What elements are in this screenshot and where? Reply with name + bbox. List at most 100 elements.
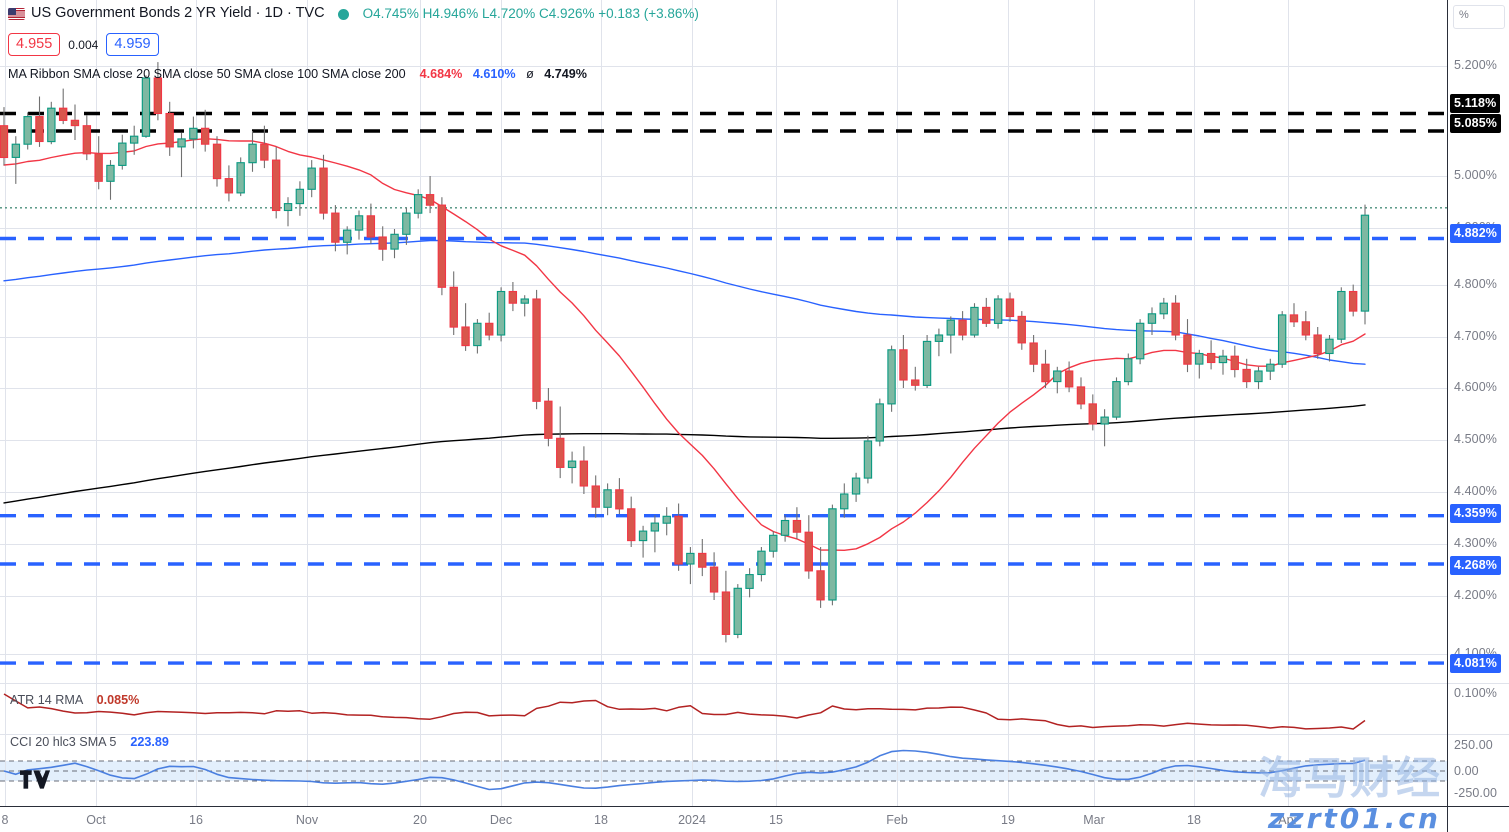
candlestick — [165, 101, 174, 156]
candlestick — [970, 303, 979, 338]
candlestick — [757, 547, 766, 582]
cci-indicator-pane[interactable] — [0, 734, 1447, 806]
candlestick — [745, 568, 754, 598]
cci-chart-svg — [0, 735, 1447, 806]
candlestick — [1029, 335, 1038, 373]
candlestick — [603, 483, 612, 516]
candlestick — [342, 226, 352, 255]
candlestick — [35, 96, 44, 147]
price-axis-tick: 5.200% — [1454, 58, 1497, 72]
time-axis-tick: 16 — [189, 813, 203, 827]
price-axis-tick: 4.400% — [1454, 484, 1497, 498]
candlestick — [1289, 303, 1299, 327]
main-price-pane[interactable] — [0, 0, 1447, 683]
price-axis-tick: 4.300% — [1454, 536, 1497, 550]
price-axis-level-badge[interactable]: 4.359% — [1450, 504, 1501, 523]
candlestick — [875, 398, 884, 447]
candlestick — [698, 539, 707, 577]
candlestick — [1183, 319, 1192, 373]
time-axis-tick: Apr — [1278, 813, 1298, 827]
candlestick — [473, 319, 482, 354]
tradingview-logo-icon[interactable] — [20, 770, 50, 794]
price-axis-level-badge[interactable]: 4.081% — [1450, 654, 1501, 673]
candlestick — [1100, 409, 1109, 447]
candlestick — [686, 547, 695, 585]
candlestick — [425, 176, 435, 214]
candlestick — [721, 570, 731, 643]
candlestick — [260, 125, 269, 169]
candlestick — [674, 503, 683, 571]
moving-average-line — [3, 239, 1366, 365]
candlestick — [769, 531, 778, 558]
candlestick — [1195, 349, 1204, 379]
price-axis-tick: 4.500% — [1454, 432, 1497, 446]
candlestick — [650, 515, 660, 553]
candlestick — [1147, 307, 1157, 335]
candlestick — [532, 289, 541, 410]
candlestick — [816, 547, 825, 608]
time-axis-tick: Oct — [86, 813, 106, 827]
candlestick — [449, 271, 458, 335]
candlestick — [118, 134, 127, 170]
candlestick — [295, 181, 305, 216]
candlestick — [911, 366, 920, 391]
candlestick — [1005, 292, 1015, 322]
candlestick — [1348, 284, 1358, 317]
candlestick — [1041, 349, 1050, 388]
candlestick — [319, 154, 328, 220]
candlestick — [1171, 295, 1180, 341]
candlestick — [307, 160, 316, 198]
candlestick — [58, 88, 68, 125]
price-axis-level-badge[interactable]: 5.085% — [1450, 114, 1501, 133]
candlestick — [1242, 358, 1251, 388]
candlestick — [780, 515, 790, 542]
candlestick — [0, 107, 9, 166]
candlestick — [271, 146, 281, 219]
price-axis-tick: 0.100% — [1454, 686, 1497, 700]
price-axis-level-badge[interactable]: 5.118% — [1450, 94, 1501, 113]
candlestick — [1360, 204, 1370, 325]
candlestick — [224, 165, 234, 202]
candlestick — [1230, 345, 1239, 378]
time-axis-tick: Nov — [295, 813, 319, 827]
candlestick — [733, 584, 742, 639]
price-axis-level-badge[interactable]: 4.882% — [1450, 224, 1501, 243]
time-axis-tick: Mar — [1083, 813, 1105, 827]
candlestick — [23, 112, 32, 150]
price-axis[interactable]: % 5.200%5.000%4.900%4.800%4.700%4.600%4.… — [1447, 0, 1509, 832]
candlestick — [1301, 311, 1311, 341]
candlestick — [1206, 340, 1216, 370]
candlestick — [804, 515, 813, 579]
candlestick — [153, 62, 163, 121]
cci-line — [3, 749, 1366, 791]
price-axis-level-badge[interactable]: 4.268% — [1450, 556, 1501, 575]
candlestick — [1124, 353, 1133, 386]
candlestick — [1112, 377, 1121, 420]
candlestick — [1053, 366, 1062, 394]
time-axis-tick: 18 — [594, 813, 608, 827]
time-axis[interactable]: 8 Oct 16 Nov 20 Dec 18 2024 15 Feb 19 Mar 18 Apr — [0, 806, 1447, 832]
candlestick — [591, 475, 600, 518]
candlestick — [236, 157, 245, 197]
candlestick — [248, 131, 257, 172]
candlestick — [1325, 335, 1334, 362]
percent-scale-toggle[interactable]: % — [1453, 5, 1505, 29]
time-axis-tick: Dec — [489, 813, 513, 827]
candlestick — [413, 189, 423, 219]
candlestick — [177, 132, 186, 178]
candlestick — [828, 504, 837, 606]
axis-pane-separator — [1448, 734, 1509, 735]
candlestick — [899, 335, 908, 388]
candlestick — [378, 226, 387, 261]
candlestick — [520, 295, 529, 317]
time-axis-tick: 20 — [413, 813, 427, 827]
candlestick — [141, 75, 151, 138]
candlestick — [437, 197, 447, 296]
candlestick — [1088, 394, 1097, 431]
candlestick — [922, 335, 932, 388]
candlestick — [212, 136, 222, 187]
time-axis-tick: 2024 — [678, 813, 706, 827]
atr-indicator-pane[interactable] — [0, 683, 1447, 734]
candlestick — [129, 125, 139, 155]
candlestick — [485, 312, 494, 341]
